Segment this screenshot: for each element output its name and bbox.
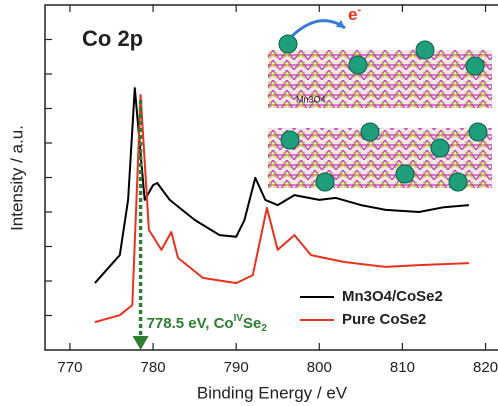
marker-arrow [133, 336, 149, 350]
layer-label: Mn3O4 [296, 94, 326, 104]
electron-text: e [348, 5, 357, 24]
legend-label: Pure CoSe2 [342, 311, 426, 328]
chart: e- Mn3O4 Co 2p Binding Energy / eV Inten… [0, 0, 498, 406]
inset-structure: e- Mn3O4 [268, 4, 492, 191]
electron-label: e- [348, 4, 361, 25]
marker-label-part: 2 [261, 323, 267, 334]
marker-label-part: Se [243, 315, 261, 332]
marker-label-part: IV [234, 313, 244, 324]
x-tick-label: 780 [141, 359, 166, 376]
legend-label: Mn3O4/CoSe2 [342, 288, 443, 305]
x-tick-label: 790 [224, 359, 249, 376]
x-tick-label: 820 [473, 359, 498, 376]
x-tick-label: 800 [307, 359, 332, 376]
x-tick-label: 770 [57, 359, 82, 376]
y-axis-label: Intensity / a.u. [7, 125, 26, 231]
marker-label: 778.5 eV, CoIVSe2 [147, 313, 268, 334]
x-axis-label: Binding Energy / eV [197, 383, 348, 402]
panel-label: Co 2p [82, 26, 143, 51]
x-tick-label: 810 [390, 359, 415, 376]
marker-label-part: 778.5 eV, Co [147, 315, 234, 332]
